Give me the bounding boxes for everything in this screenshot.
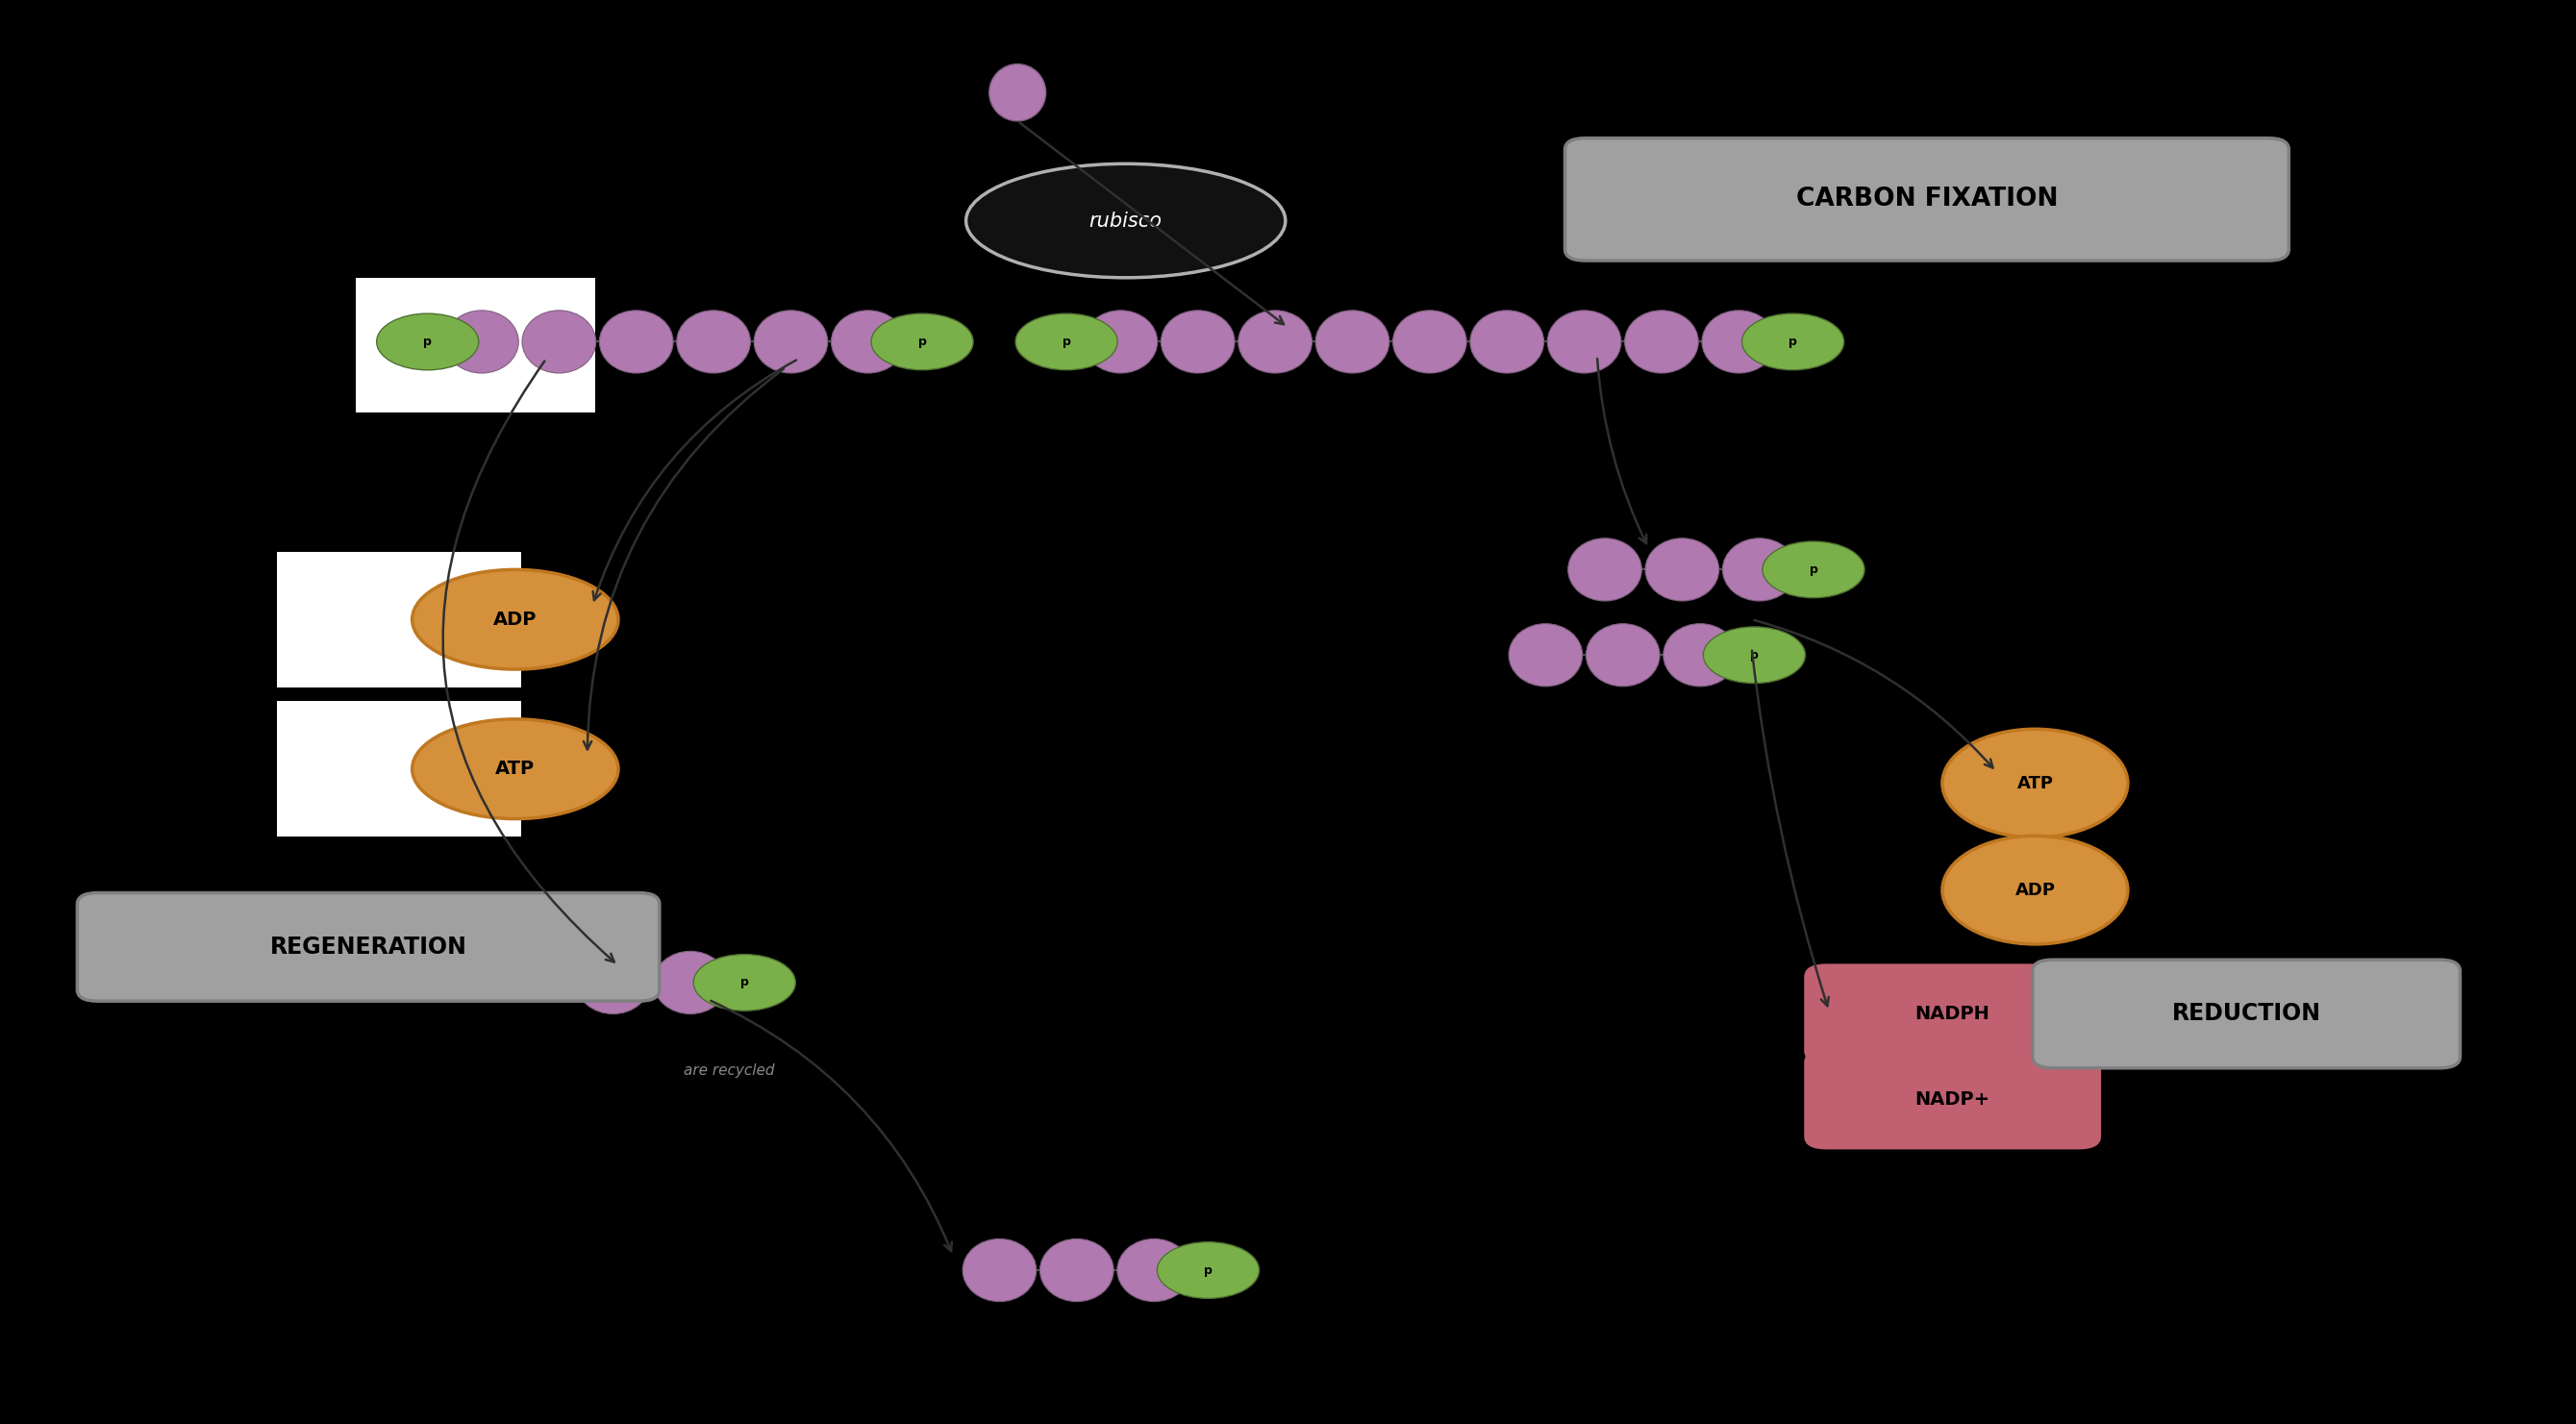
Ellipse shape xyxy=(1723,538,1795,601)
Text: p: p xyxy=(1808,564,1819,575)
Ellipse shape xyxy=(832,310,904,373)
Ellipse shape xyxy=(1646,538,1718,601)
FancyBboxPatch shape xyxy=(2032,960,2460,1068)
Ellipse shape xyxy=(1394,310,1466,373)
Text: NADP+: NADP+ xyxy=(1914,1091,1991,1108)
Ellipse shape xyxy=(677,310,750,373)
FancyBboxPatch shape xyxy=(77,893,659,1001)
Ellipse shape xyxy=(412,570,618,669)
Text: p: p xyxy=(1749,649,1759,661)
Ellipse shape xyxy=(1587,624,1659,686)
Text: ADP: ADP xyxy=(2014,881,2056,899)
Bar xyxy=(278,553,520,688)
Ellipse shape xyxy=(1118,1239,1190,1302)
Ellipse shape xyxy=(654,951,726,1014)
Text: NADPH: NADPH xyxy=(1914,1005,1991,1022)
Text: p: p xyxy=(1061,336,1072,347)
Ellipse shape xyxy=(1625,310,1698,373)
Circle shape xyxy=(693,954,796,1011)
Ellipse shape xyxy=(755,310,827,373)
Ellipse shape xyxy=(1084,310,1157,373)
Ellipse shape xyxy=(1942,836,2128,944)
Ellipse shape xyxy=(1942,729,2128,837)
Circle shape xyxy=(1703,627,1806,684)
Ellipse shape xyxy=(600,310,672,373)
Ellipse shape xyxy=(446,310,518,373)
Ellipse shape xyxy=(989,64,1046,121)
Text: CARBON FIXATION: CARBON FIXATION xyxy=(1795,187,2058,212)
Text: p: p xyxy=(917,336,927,347)
Ellipse shape xyxy=(963,1239,1036,1302)
Circle shape xyxy=(1762,541,1865,598)
Ellipse shape xyxy=(1162,310,1234,373)
FancyBboxPatch shape xyxy=(1806,1051,2099,1148)
Circle shape xyxy=(1157,1242,1260,1299)
Ellipse shape xyxy=(1510,624,1582,686)
Circle shape xyxy=(871,313,974,370)
Text: are recycled: are recycled xyxy=(683,1064,775,1078)
Bar xyxy=(355,278,595,413)
Circle shape xyxy=(1741,313,1844,370)
Text: rubisco: rubisco xyxy=(1090,211,1162,231)
Circle shape xyxy=(1015,313,1118,370)
Ellipse shape xyxy=(1703,310,1775,373)
Ellipse shape xyxy=(966,164,1285,278)
Text: REDUCTION: REDUCTION xyxy=(2172,1002,2321,1025)
Ellipse shape xyxy=(1471,310,1543,373)
FancyBboxPatch shape xyxy=(1806,965,2099,1062)
Text: p: p xyxy=(1203,1265,1213,1276)
Circle shape xyxy=(376,313,479,370)
Text: REGENERATION: REGENERATION xyxy=(270,936,466,958)
Text: ATP: ATP xyxy=(495,760,536,778)
Ellipse shape xyxy=(1041,1239,1113,1302)
Ellipse shape xyxy=(1569,538,1641,601)
Text: ADP: ADP xyxy=(495,611,536,628)
Ellipse shape xyxy=(1239,310,1311,373)
Text: p: p xyxy=(422,336,433,347)
Ellipse shape xyxy=(1316,310,1388,373)
Text: p: p xyxy=(1788,336,1798,347)
Ellipse shape xyxy=(1548,310,1620,373)
Text: p: p xyxy=(739,977,750,988)
Ellipse shape xyxy=(523,310,595,373)
Bar xyxy=(278,701,520,836)
FancyBboxPatch shape xyxy=(1564,138,2287,261)
Ellipse shape xyxy=(412,719,618,819)
Text: ATP: ATP xyxy=(2017,775,2053,792)
Ellipse shape xyxy=(1664,624,1736,686)
Ellipse shape xyxy=(577,951,649,1014)
